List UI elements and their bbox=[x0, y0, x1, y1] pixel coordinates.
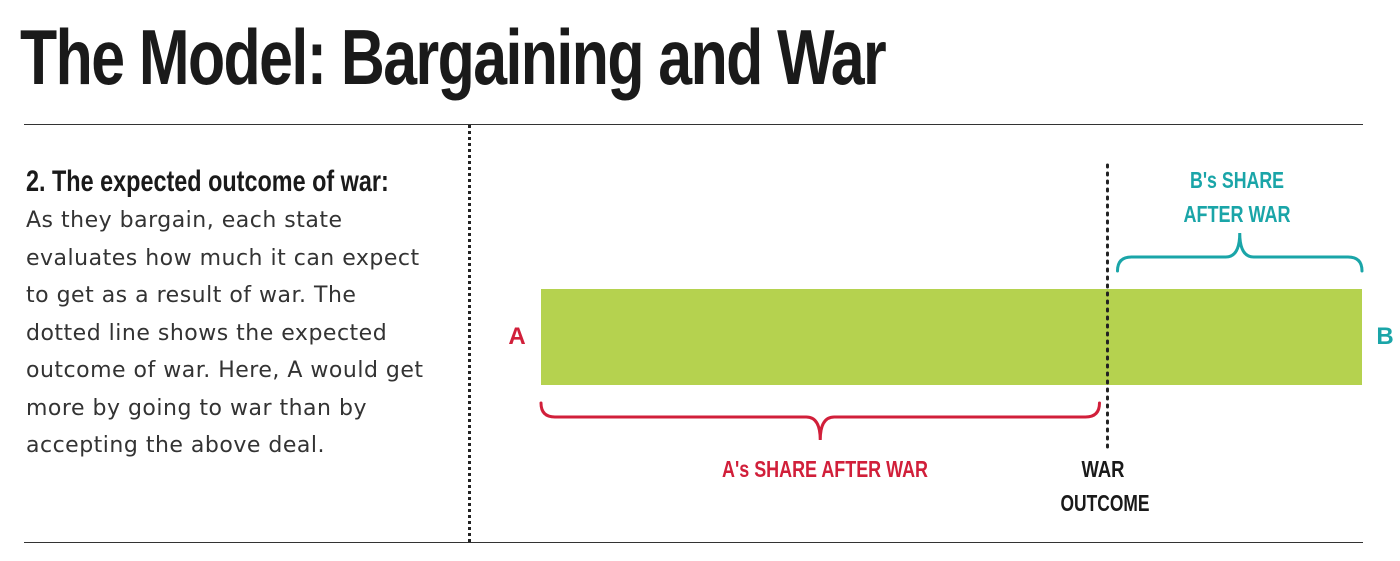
bargaining-range-bar bbox=[541, 289, 1362, 385]
section-heading: 2. The expected outcome of war: bbox=[26, 165, 389, 198]
b-share-label-line2: AFTER WAR bbox=[1184, 201, 1291, 227]
endpoint-b-label: B bbox=[1376, 323, 1393, 350]
a-share-brace bbox=[539, 401, 1101, 441]
bottom-divider bbox=[24, 542, 1363, 543]
top-divider bbox=[24, 124, 1363, 125]
b-share-label-line1: B's SHARE bbox=[1190, 167, 1284, 193]
b-share-brace bbox=[1115, 232, 1364, 273]
a-share-label: A's SHARE AFTER WAR bbox=[722, 456, 928, 482]
page-title: The Model: Bargaining and War bbox=[20, 13, 887, 101]
war-outcome-label-line2: OUTCOME bbox=[1061, 490, 1150, 516]
section-body: As they bargain, each state evaluates ho… bbox=[26, 208, 424, 458]
column-divider bbox=[468, 125, 471, 542]
war-outcome-label-line1: WAR bbox=[1082, 456, 1125, 482]
endpoint-a-label: A bbox=[508, 323, 525, 350]
